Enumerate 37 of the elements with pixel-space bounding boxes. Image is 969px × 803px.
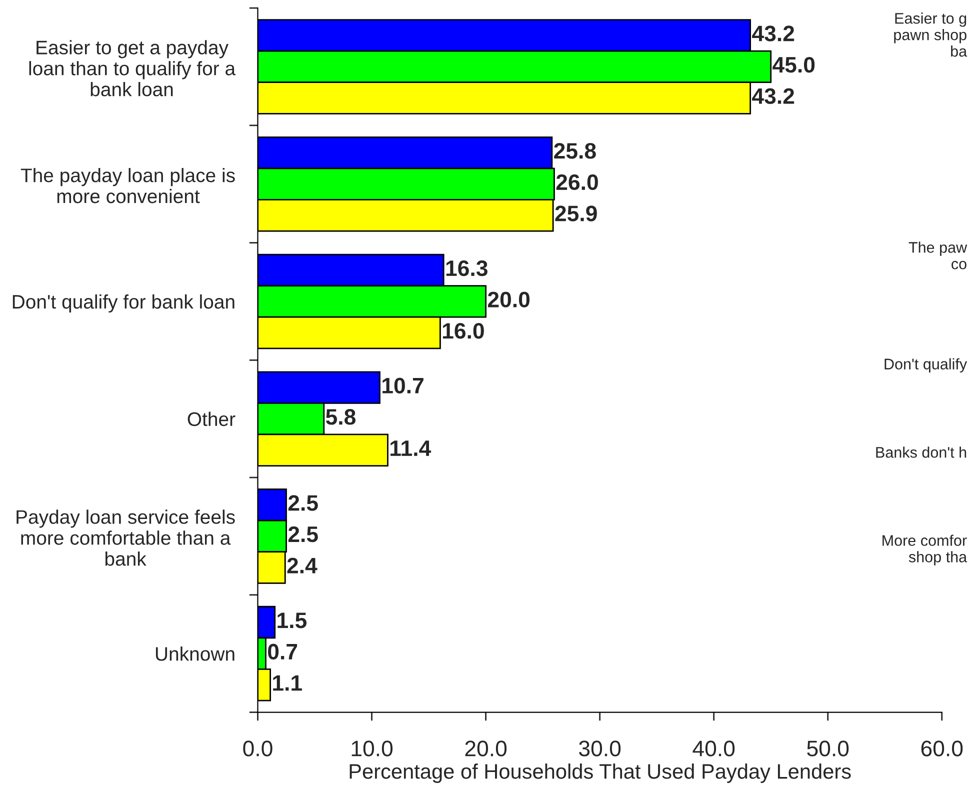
data-label: 5.8 [326,409,356,425]
x-tick-label: 10.0 [352,740,393,756]
data-label: 0.7 [268,644,298,660]
data-label: 2.4 [287,558,318,574]
x-tick-label: 50.0 [807,740,849,756]
data-label: 2.5 [288,526,318,542]
data-label: 16.0 [442,322,484,339]
x-tick-label: 0.0 [243,740,272,756]
data-label: 2.5 [288,495,318,511]
annotation: The paw co [908,242,968,270]
data-label: 25.8 [554,143,596,159]
data-label: 25.9 [555,206,597,222]
y-tick-label: The payday loan place is more convenient [20,168,235,204]
annotation: Don't qualify [884,358,968,372]
annotation: Banks don't h [876,446,966,458]
x-axis-title: Percentage of Households That Used Payday Lenders [350,764,851,783]
x-tick-label: 20.0 [465,740,507,756]
x-tick-label: 30.0 [579,740,621,756]
data-label: 20.0 [488,292,530,308]
x-tick-label: 40.0 [692,740,735,756]
data-label: 1.1 [273,675,302,691]
annotation: Easier to g pawn shop ba [894,12,968,57]
data-label: 26.0 [556,174,598,190]
data-label: 1.5 [278,612,307,628]
x-tick-label: 60.0 [921,740,963,756]
data-label: 10.7 [382,378,424,394]
data-label: 43.2 [752,88,794,104]
data-label: 11.4 [390,440,432,456]
y-tick-label: Unknown [156,646,234,661]
y-tick-label: Other [188,412,236,426]
y-tick-label: Payday loan service feels more comfortable than a bank [16,510,235,566]
data-label: 43.2 [752,26,794,42]
annotation: More comfor shop tha [882,534,968,566]
y-tick-label: Easier to get a payday loan than to qualify for a bank loan [29,40,236,96]
data-label: 16.3 [446,260,488,276]
y-tick-label: Don't qualify for bank loan [12,294,234,313]
data-label: 45.0 [772,56,815,73]
